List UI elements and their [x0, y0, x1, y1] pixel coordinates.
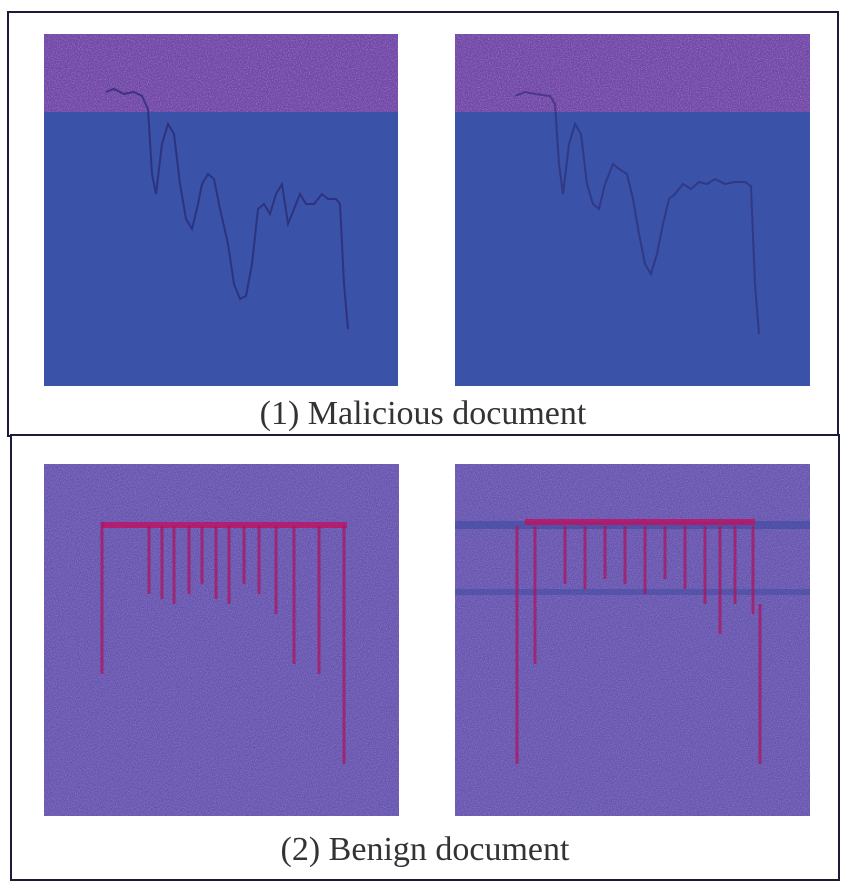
malicious-caption: (1) Malicious document — [259, 395, 587, 432]
benign-caption: (2) Benign document — [280, 831, 570, 868]
benign-image-1 — [44, 464, 399, 816]
benign-image-2 — [455, 464, 810, 816]
benign-panel: (2) Benign document — [10, 434, 840, 881]
malicious-image-1 — [44, 34, 398, 386]
malicious-image-2 — [455, 34, 810, 386]
malicious-panel: (1) Malicious document — [7, 11, 839, 437]
